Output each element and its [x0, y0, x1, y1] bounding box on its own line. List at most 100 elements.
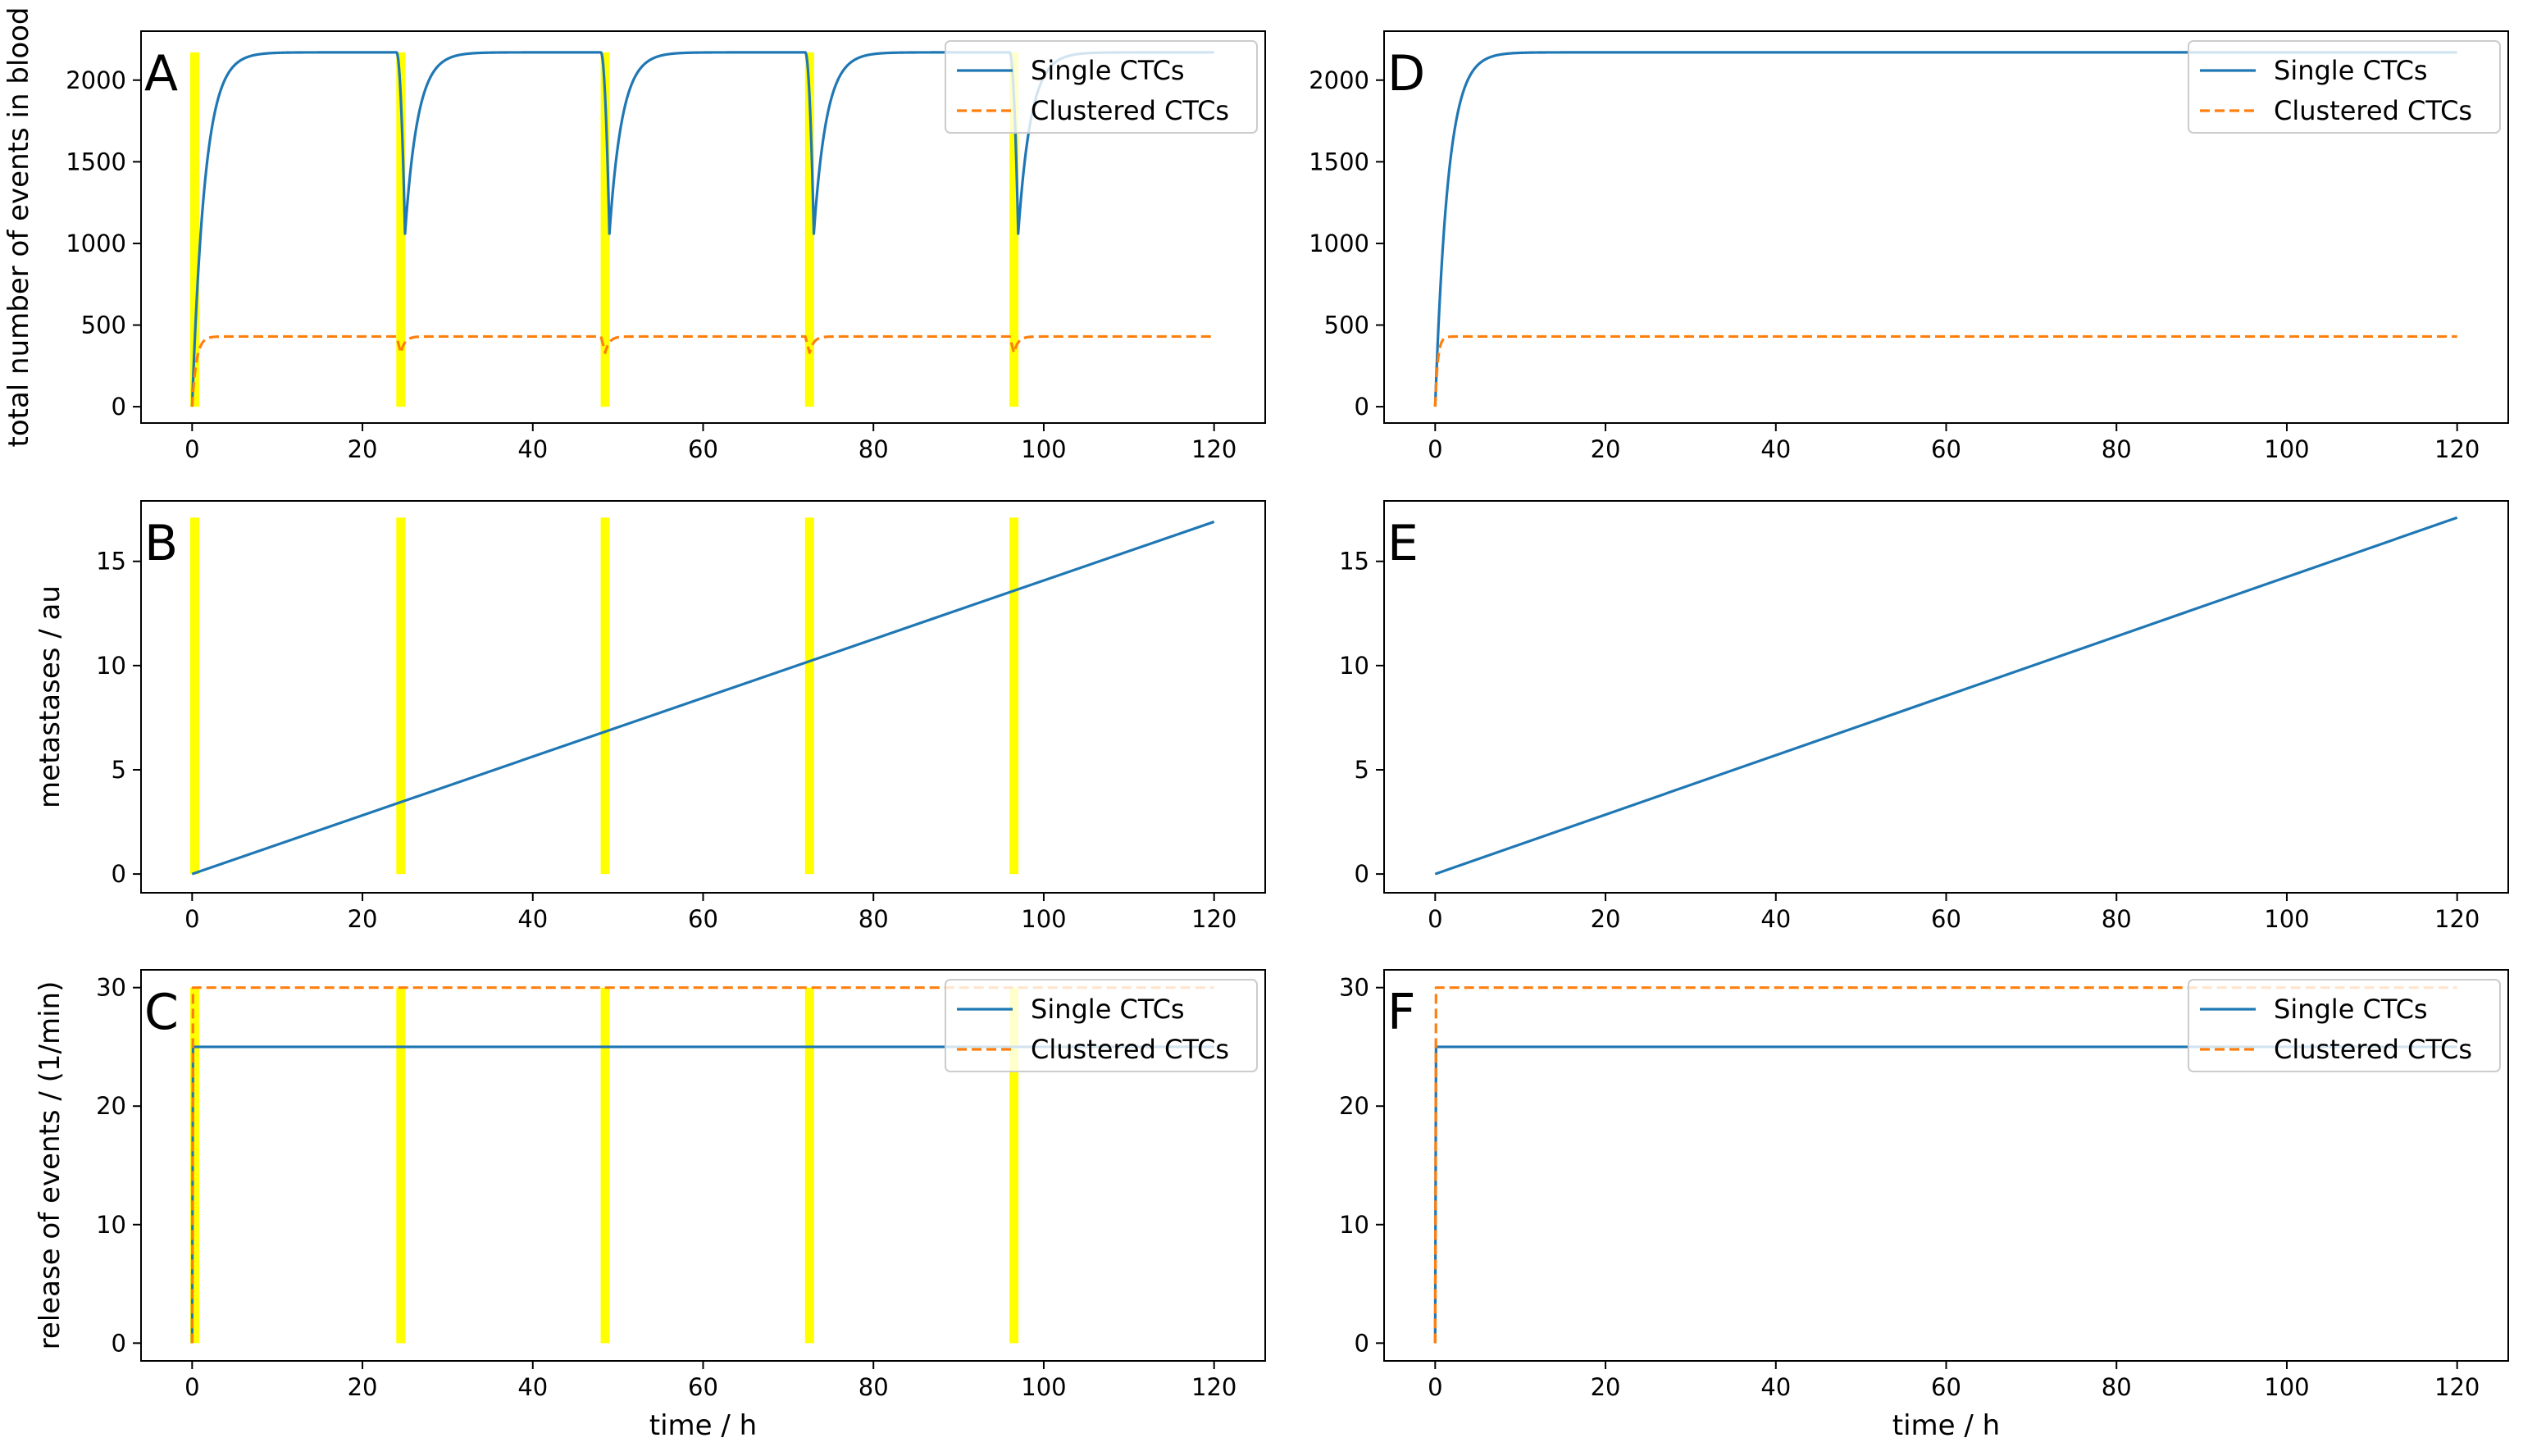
- x-tick-label: 80: [2102, 1373, 2132, 1401]
- legend-label-single: Single CTCs: [1031, 994, 1185, 1025]
- panel-b: 0 20 40 60 80 100 120 0 5 10 15 B: [96, 500, 1266, 933]
- panel-f: 0 20 40 60 80 100 120 0 10 20 30 F Single CTCs Cluste…: [1339, 969, 2509, 1442]
- y-axis-label: release of events / (1/min): [34, 981, 66, 1350]
- x-tick-label: 120: [2434, 905, 2480, 933]
- x-tick-label: 40: [1760, 435, 1791, 463]
- x-tick-label: 100: [2264, 435, 2309, 463]
- x-tick-label: 20: [1591, 1373, 1621, 1401]
- legend-label-clustered: Clustered CTCs: [2274, 95, 2472, 126]
- x-tick-label: 120: [1191, 905, 1236, 933]
- x-tick-label: 20: [1591, 905, 1621, 933]
- x-tick-label: 60: [688, 435, 718, 463]
- panel-c: 0 20 40 60 80 100 120 0 10 20 30 C Single CTCs Cluste…: [96, 969, 1266, 1442]
- x-tick-label: 100: [2264, 905, 2309, 933]
- x-tick-label: 60: [688, 905, 718, 933]
- y-axis-label: total number of events in blood: [2, 7, 35, 447]
- x-tick-label: 100: [2264, 1373, 2309, 1401]
- plot-area: [1433, 986, 2457, 1344]
- y-tick-label: 0: [112, 860, 126, 888]
- x-axis-label: time / h: [649, 1409, 757, 1442]
- panel-letter: B: [144, 515, 178, 572]
- y-tick-label: 5: [112, 756, 126, 784]
- x-tick-label: 40: [517, 905, 548, 933]
- panel-letter: F: [1387, 984, 1416, 1041]
- x-tick-label: 80: [858, 905, 889, 933]
- plot-area: [189, 517, 1215, 876]
- y-tick-label: 0: [1355, 393, 1369, 421]
- series-line-clustered: [190, 986, 1214, 1344]
- y-axis-label: metastases / au: [34, 585, 66, 808]
- y-tick-label: 10: [1339, 652, 1369, 680]
- y-tick-label: 1500: [66, 148, 126, 175]
- series-line-clustered: [190, 334, 1215, 407]
- plot-area: [189, 986, 1214, 1344]
- series-line-clustered: [1433, 334, 2458, 407]
- x-tick-label: 40: [1760, 1373, 1791, 1401]
- y-tick-label: 30: [96, 974, 126, 1002]
- x-tick-label: 100: [1021, 1373, 1066, 1401]
- x-tick-label: 100: [1021, 435, 1066, 463]
- x-tick-label: 60: [1931, 435, 1961, 463]
- series-line-single: [1433, 1045, 2457, 1344]
- y-tick-label: 500: [81, 312, 126, 339]
- x-tick-label: 60: [1931, 905, 1961, 933]
- y-tick-label: 5: [1355, 756, 1369, 784]
- legend-label-single: Single CTCs: [2274, 55, 2428, 86]
- x-tick-label: 80: [2102, 905, 2132, 933]
- y-tick-label: 20: [96, 1092, 126, 1120]
- x-tick-label: 100: [1021, 905, 1066, 933]
- y-tick-label: 10: [96, 652, 126, 680]
- x-tick-label: 120: [1191, 1373, 1236, 1401]
- x-tick-label: 0: [184, 1373, 199, 1401]
- legend-label-single: Single CTCs: [2274, 994, 2428, 1025]
- panel-letter: A: [144, 45, 178, 102]
- y-tick-label: 20: [1339, 1092, 1369, 1120]
- x-tick-label: 80: [858, 1373, 889, 1401]
- y-tick-label: 2000: [1309, 66, 1369, 94]
- panel-e: 0 20 40 60 80 100 120 0 5 10 15 E: [1339, 500, 2509, 933]
- y-tick-label: 1000: [66, 230, 126, 257]
- x-tick-label: 20: [348, 435, 378, 463]
- x-tick-label: 60: [688, 1373, 718, 1401]
- y-tick-label: 0: [1355, 1329, 1369, 1357]
- y-tick-label: 0: [1355, 860, 1369, 888]
- y-tick-label: 0: [112, 1329, 126, 1357]
- y-tick-label: 30: [1339, 974, 1369, 1002]
- y-tick-label: 10: [96, 1211, 126, 1239]
- panel-d: 0 20 40 60 80 100 120 0 500 1000 1500 2000 D Single C…: [1309, 30, 2509, 463]
- x-tick-label: 0: [1428, 905, 1442, 933]
- legend-box: [2188, 40, 2501, 134]
- y-tick-label: 15: [1339, 548, 1369, 576]
- legend: Single CTCs Clustered CTCs: [2188, 979, 2501, 1072]
- panel-letter: D: [1387, 45, 1425, 102]
- panel-letter: E: [1387, 515, 1419, 572]
- x-tick-label: 40: [517, 1373, 548, 1401]
- x-axis-label: time / h: [1892, 1409, 2000, 1442]
- plot-area: [1434, 516, 2458, 876]
- y-tick-label: 500: [1324, 312, 1369, 339]
- legend-label-clustered: Clustered CTCs: [1031, 1034, 1229, 1065]
- x-tick-label: 40: [517, 435, 548, 463]
- y-tick-label: 1500: [1309, 148, 1369, 175]
- x-tick-label: 80: [858, 435, 889, 463]
- legend-label-clustered: Clustered CTCs: [2274, 1034, 2472, 1065]
- x-tick-label: 40: [1760, 905, 1791, 933]
- x-tick-label: 20: [1591, 435, 1621, 463]
- x-tick-label: 80: [2102, 435, 2132, 463]
- x-tick-label: 0: [184, 905, 199, 933]
- legend-box: [2188, 979, 2501, 1072]
- plot-area: [189, 51, 1215, 407]
- x-tick-label: 120: [2434, 1373, 2480, 1401]
- x-tick-label: 120: [2434, 435, 2480, 463]
- series-line-single: [1434, 516, 2458, 876]
- legend-label-single: Single CTCs: [1031, 55, 1185, 86]
- legend: Single CTCs Clustered CTCs: [2188, 40, 2501, 134]
- y-tick-label: 1000: [1309, 230, 1369, 257]
- x-tick-label: 0: [1428, 1373, 1442, 1401]
- x-tick-label: 60: [1931, 1373, 1961, 1401]
- panel-letter: C: [144, 984, 179, 1041]
- series-line-single: [191, 520, 1215, 876]
- panel-a: 0 20 40 60 80 100 120 0 500 1000 1500 2000 A Single C…: [66, 30, 1266, 463]
- y-tick-label: 15: [96, 548, 126, 576]
